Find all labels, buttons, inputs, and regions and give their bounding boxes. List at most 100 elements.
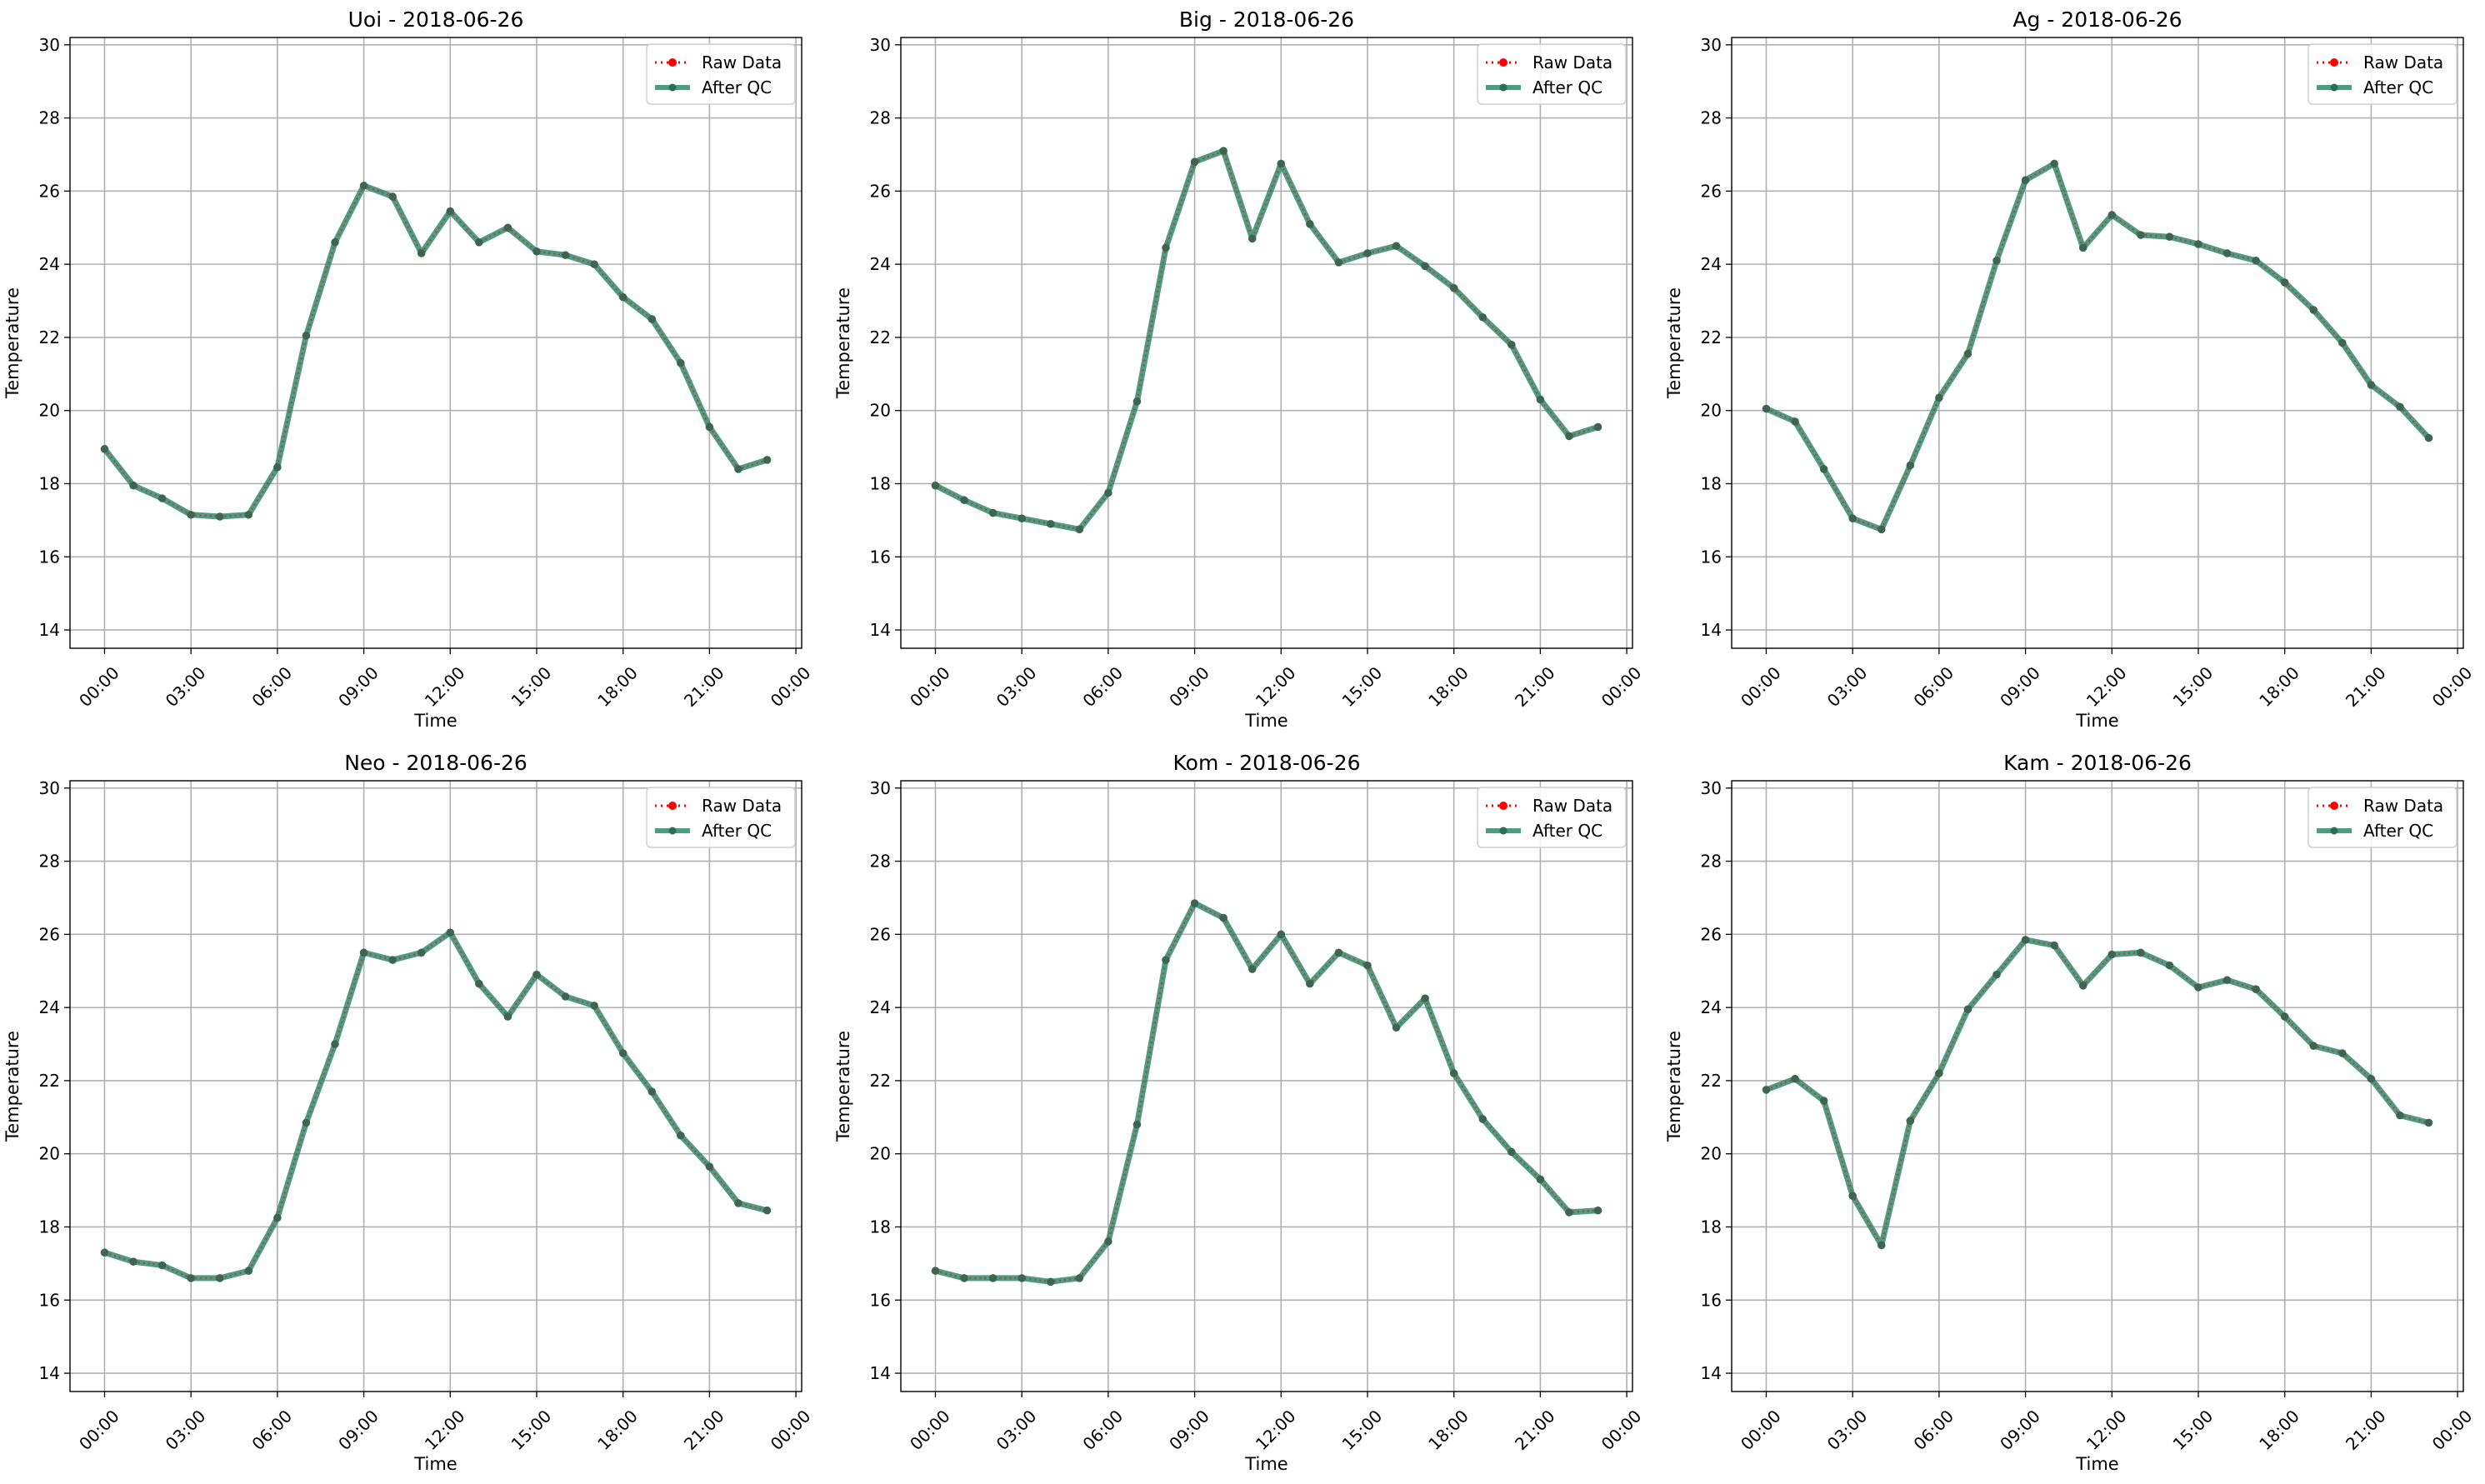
x-tick-label: 15:00 (2169, 1406, 2218, 1454)
y-tick-label: 20 (39, 1144, 60, 1164)
y-tick-label: 16 (870, 1290, 891, 1310)
after-qc-point (331, 1040, 339, 1048)
after-qc-point (158, 1261, 167, 1270)
after-qc-point (1334, 258, 1343, 267)
x-tick-label: 00:00 (767, 1406, 815, 1454)
x-tick-label: 03:00 (992, 1406, 1041, 1454)
chart-panel-1[interactable]: Big - 2018-06-26 14 16 18 20 22 24 26 28 30 00:00 0… (833, 7, 1645, 731)
after-qc-point (2309, 306, 2318, 314)
x-tick-label: 15:00 (1338, 1406, 1387, 1454)
x-tick-label: 09:00 (334, 1406, 382, 1454)
y-tick-label: 26 (870, 924, 891, 944)
after-qc-point (2396, 1111, 2404, 1120)
after-qc-point (2367, 381, 2376, 389)
after-qc-point (503, 1012, 512, 1021)
x-tick-label: 21:00 (680, 1406, 728, 1454)
y-tick-label: 18 (870, 473, 891, 493)
legend-raw-marker (1499, 802, 1508, 810)
after-qc-point (1277, 159, 1286, 168)
after-qc-point (762, 1206, 772, 1215)
y-tick-label: 14 (1701, 1363, 1722, 1383)
axes-frame (1731, 780, 2464, 1392)
series-after-qc-line (101, 182, 771, 520)
after-qc-point (2137, 948, 2145, 957)
after-qc-point (590, 1002, 598, 1010)
x-tick-label: 18:00 (1424, 1406, 1472, 1454)
y-axis-label: Temperature (1664, 287, 1684, 399)
axes-frame (900, 37, 1633, 649)
legend-raw-label: Raw Data (702, 796, 782, 816)
legend: Raw Data After QC (1477, 787, 1627, 848)
after-qc-point (532, 247, 541, 256)
y-tick-label: 26 (1701, 181, 1722, 201)
y-tick-label: 24 (870, 254, 891, 274)
x-tick-label: 00:00 (75, 662, 123, 711)
y-tick-label: 28 (870, 852, 891, 872)
y-tick-label: 22 (39, 1071, 60, 1091)
legend-raw-marker (2330, 58, 2338, 67)
chart-panel-0[interactable]: Uoi - 2018-06-26 14 16 18 20 22 24 26 28 30 00:00 0… (2, 7, 814, 731)
y-tick-label: 30 (1701, 778, 1722, 798)
x-tick-label: 00:00 (1598, 662, 1646, 711)
y-axis-label: Temperature (1664, 1031, 1684, 1142)
axes-frame (69, 37, 802, 649)
legend-qc-marker (668, 827, 677, 835)
after-qc-point (1565, 1208, 1573, 1217)
after-qc-point (1162, 243, 1170, 252)
x-tick-label: 21:00 (680, 662, 728, 711)
after-qc-point (2280, 278, 2289, 287)
y-axis-label: Temperature (2, 1031, 22, 1142)
series-raw-data-line (935, 902, 1598, 1283)
after-qc-point (2078, 243, 2088, 252)
x-tick-label: 06:00 (1078, 1406, 1127, 1454)
legend-raw-marker (2330, 802, 2338, 810)
after-qc-point (1536, 1175, 1545, 1184)
after-qc-point (1819, 1097, 1828, 1105)
after-qc-point (187, 1274, 195, 1282)
after-qc-point (2108, 211, 2117, 219)
after-qc-point (618, 1049, 628, 1057)
y-tick-label: 18 (870, 1217, 891, 1237)
x-tick-label: 00:00 (2428, 1406, 2477, 1454)
after-qc-point (1248, 234, 1257, 243)
x-tick-label: 03:00 (162, 662, 210, 711)
chart-title: Uoi - 2018-06-26 (348, 7, 524, 32)
y-tick-label: 16 (870, 547, 891, 567)
x-tick-label: 15:00 (1338, 662, 1387, 711)
chart-title: Kam - 2018-06-26 (2003, 751, 2192, 775)
series-after-qc-line (932, 147, 1602, 532)
chart-panel-5[interactable]: Kam - 2018-06-26 14 16 18 20 22 24 26 28 30 00:00 0… (1664, 751, 2476, 1474)
legend-qc-marker (1499, 83, 1508, 92)
after-qc-point (1449, 283, 1458, 292)
after-qc-point (2424, 433, 2433, 442)
y-tick-label: 26 (39, 924, 60, 944)
after-qc-point (1104, 1237, 1112, 1246)
x-tick-label: 09:00 (1996, 662, 2044, 711)
after-qc-point (1992, 256, 2001, 265)
chart-panel-3[interactable]: Neo - 2018-06-26 14 16 18 20 22 24 26 28 30 00:00 0… (2, 751, 814, 1474)
after-qc-point (988, 1274, 998, 1282)
y-tick-label: 22 (870, 327, 891, 347)
x-tick-label: 18:00 (2255, 662, 2303, 711)
x-axis-label: Time (1244, 711, 1288, 731)
y-tick-label: 22 (1701, 1071, 1722, 1091)
after-qc-point (1046, 519, 1055, 528)
after-qc-point (677, 358, 685, 367)
x-axis-label: Time (413, 711, 457, 731)
after-qc-point (1421, 994, 1429, 1002)
after-qc-point (2021, 176, 2030, 184)
y-tick-label: 22 (1701, 327, 1722, 347)
chart-panel-4[interactable]: Kom - 2018-06-26 14 16 18 20 22 24 26 28 30 00:00 0… (833, 751, 1645, 1474)
x-tick-label: 18:00 (593, 1406, 642, 1454)
after-qc-point (503, 223, 512, 232)
y-tick-label: 30 (1701, 35, 1722, 55)
after-qc-point (244, 510, 253, 519)
after-qc-point (273, 462, 282, 472)
legend: Raw Data After QC (646, 43, 796, 105)
x-tick-label: 00:00 (75, 1406, 123, 1454)
chart-panel-2[interactable]: Ag - 2018-06-26 14 16 18 20 22 24 26 28 30 00:00 03… (1664, 7, 2476, 731)
after-qc-point (2222, 976, 2232, 985)
y-tick-label: 18 (1701, 473, 1722, 493)
after-qc-point (648, 315, 657, 323)
after-qc-point (1906, 1117, 1915, 1125)
